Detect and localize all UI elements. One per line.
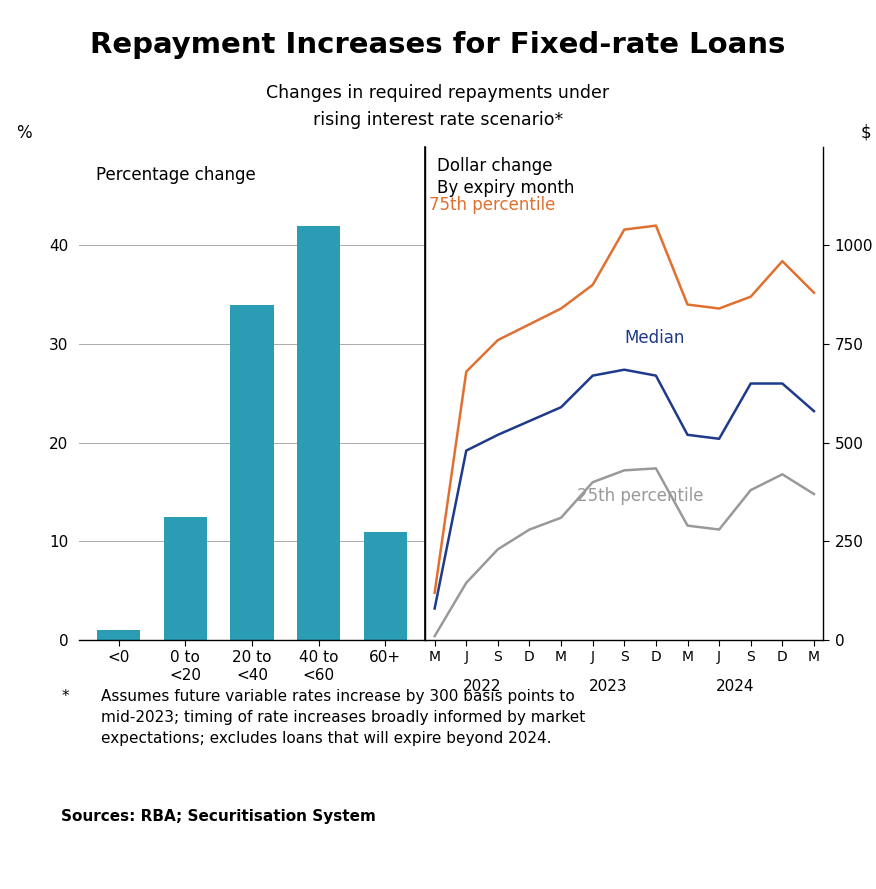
Text: Percentage change: Percentage change: [96, 166, 256, 184]
Text: Repayment Increases for Fixed-rate Loans: Repayment Increases for Fixed-rate Loans: [90, 31, 786, 59]
Text: 2024: 2024: [716, 679, 754, 694]
Bar: [97, 630, 140, 640]
Text: Assumes future variable rates increase by 300 basis points to
mid-2023; timing o: Assumes future variable rates increase b…: [101, 689, 585, 746]
Text: 25th percentile: 25th percentile: [576, 487, 703, 505]
Text: Changes in required repayments under
rising interest rate scenario*: Changes in required repayments under ris…: [266, 84, 610, 129]
Text: $: $: [860, 124, 872, 141]
Text: 75th percentile: 75th percentile: [429, 196, 555, 214]
Text: Sources: RBA; Securitisation System: Sources: RBA; Securitisation System: [61, 809, 376, 824]
Bar: [364, 532, 406, 640]
Text: 2022: 2022: [463, 679, 501, 694]
Bar: [297, 226, 340, 640]
Bar: [164, 517, 207, 640]
Text: Dollar change
By expiry month: Dollar change By expiry month: [437, 156, 575, 197]
Bar: [230, 305, 273, 640]
Text: Median: Median: [625, 329, 685, 348]
Text: *: *: [61, 689, 69, 704]
Text: %: %: [17, 124, 32, 141]
Text: 2023: 2023: [590, 679, 628, 694]
